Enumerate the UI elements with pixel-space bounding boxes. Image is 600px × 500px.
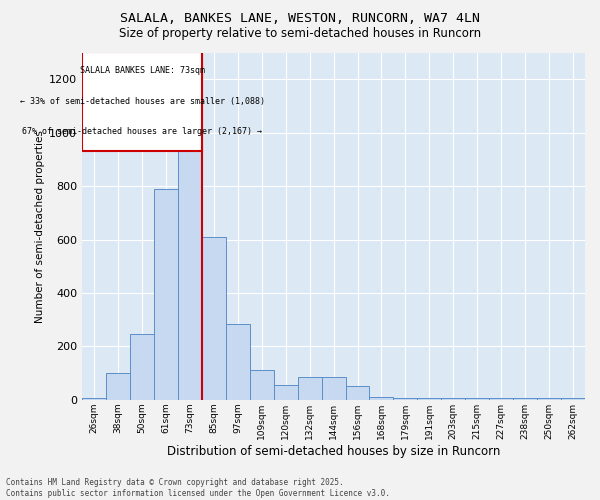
Bar <box>82 52 202 152</box>
Text: SALALA, BANKES LANE, WESTON, RUNCORN, WA7 4LN: SALALA, BANKES LANE, WESTON, RUNCORN, WA… <box>120 12 480 26</box>
Bar <box>537 398 561 400</box>
Bar <box>394 398 418 400</box>
Bar <box>82 398 106 400</box>
Text: Size of property relative to semi-detached houses in Runcorn: Size of property relative to semi-detach… <box>119 28 481 40</box>
Bar <box>561 398 585 400</box>
Bar <box>442 398 465 400</box>
Bar <box>298 377 322 400</box>
Bar <box>106 373 130 400</box>
Bar <box>250 370 274 400</box>
Bar <box>274 385 298 400</box>
Text: ← 33% of semi-detached houses are smaller (1,088): ← 33% of semi-detached houses are smalle… <box>20 98 265 106</box>
Bar <box>322 377 346 400</box>
Bar <box>178 146 202 400</box>
Text: 67% of semi-detached houses are larger (2,167) →: 67% of semi-detached houses are larger (… <box>22 127 262 136</box>
Bar <box>489 398 513 400</box>
Bar <box>154 188 178 400</box>
Bar <box>202 237 226 400</box>
Bar <box>513 398 537 400</box>
Text: SALALA BANKES LANE: 73sqm: SALALA BANKES LANE: 73sqm <box>80 66 205 75</box>
Text: Contains HM Land Registry data © Crown copyright and database right 2025.
Contai: Contains HM Land Registry data © Crown c… <box>6 478 390 498</box>
Bar <box>418 398 442 400</box>
Bar <box>130 334 154 400</box>
Bar <box>465 398 489 400</box>
X-axis label: Distribution of semi-detached houses by size in Runcorn: Distribution of semi-detached houses by … <box>167 444 500 458</box>
Y-axis label: Number of semi-detached properties: Number of semi-detached properties <box>35 130 45 322</box>
Bar <box>346 386 370 400</box>
Bar <box>226 324 250 400</box>
Bar <box>370 396 394 400</box>
